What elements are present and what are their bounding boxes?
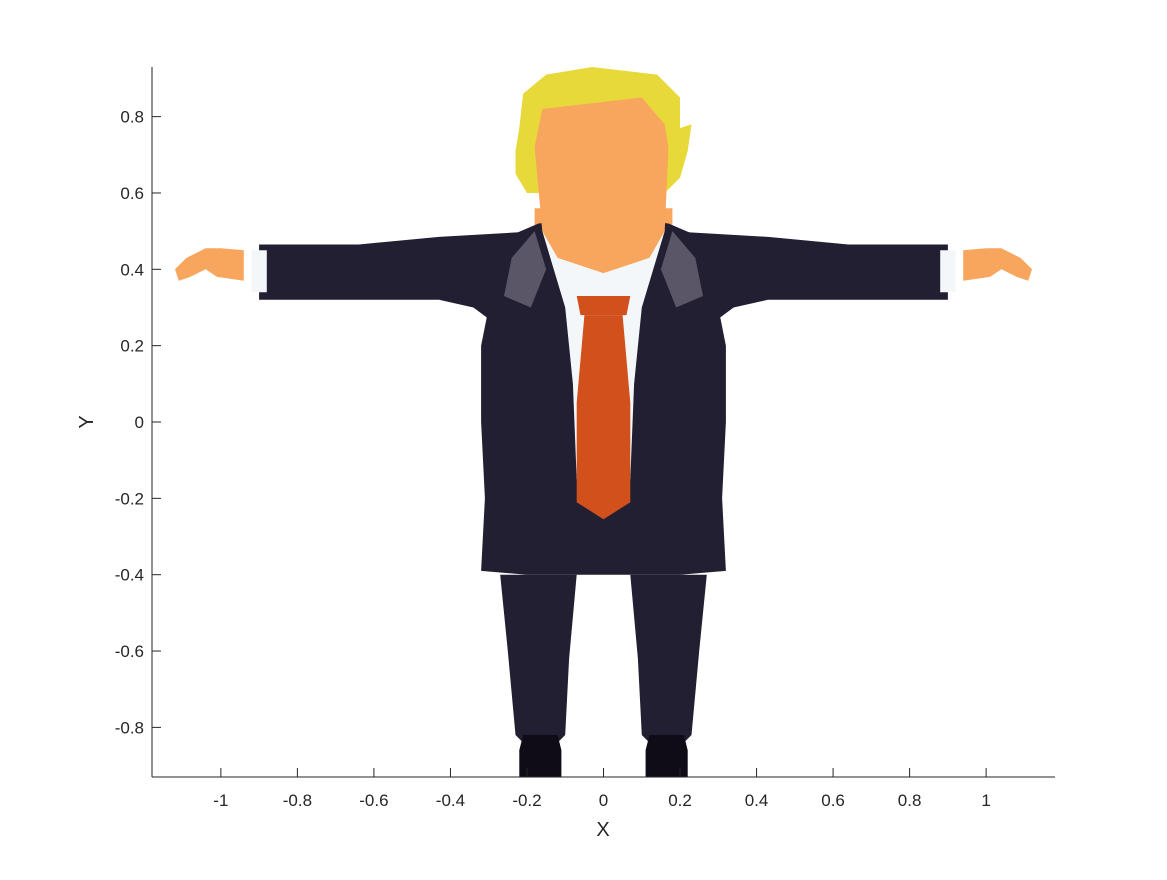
right-leg-patch [500,574,577,743]
right-shoe-patch [519,735,562,777]
left-sleeve-patch [668,231,948,319]
x-tick-label: 0.4 [745,791,769,810]
right-sleeve-patch [259,231,539,319]
right-lapel-sheen-patch [504,231,547,308]
y-axis-label: Y [76,415,98,428]
y-tick-label: -0.2 [115,489,144,508]
x-tick-label: 0.8 [898,791,922,810]
left-lapel-sheen-patch [660,231,703,308]
x-axis-label: X [596,819,609,841]
left-leg-patch [630,574,707,743]
axes: -1 -0.8 -0.6 -0.4 -0.2 0 0.2 0.4 0.6 0.8 1 -0.8 -0.6… [115,67,1055,810]
x-tick-label: 0.2 [668,791,692,810]
left-cuff-patch [940,250,956,293]
y-tick-label: 0 [135,413,144,432]
x-tick-label: 0 [599,791,608,810]
y-tick-label: 0.6 [120,184,144,203]
x-tick-label: -0.4 [436,791,465,810]
x-tick-label: -0.6 [359,791,388,810]
y-tick-label: -0.6 [115,642,144,661]
tie-knot-patch [576,296,631,316]
tie-patch [576,315,631,520]
x-tick-label: -0.8 [283,791,312,810]
x-tick-label: 0.6 [821,791,845,810]
plot-area [175,67,1032,777]
x-tick-label: 1 [981,791,990,810]
right-hand-patch [175,248,244,281]
face-patch [534,97,669,274]
x-tick-label: -0.2 [512,791,541,810]
y-tick-label: -0.4 [115,566,144,585]
right-cuff-patch [251,250,267,293]
y-tick-label: 0.2 [120,337,144,356]
left-shoe-patch [645,735,688,777]
y-tick-label: 0.4 [120,260,144,279]
y-tick-label: -0.8 [115,718,144,737]
x-tick-label: -1 [213,791,228,810]
left-hand-patch [963,248,1032,281]
y-tick-label: 0.8 [120,108,144,127]
